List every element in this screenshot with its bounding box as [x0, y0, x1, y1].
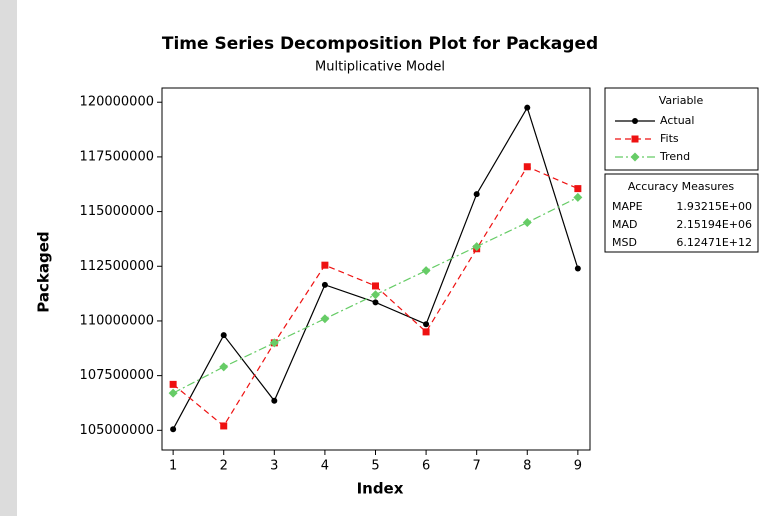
- x-tick-label: 7: [473, 459, 481, 474]
- marker: [474, 191, 480, 197]
- marker: [632, 136, 639, 143]
- legend-label: Fits: [660, 132, 679, 145]
- accuracy-name: MAPE: [612, 200, 643, 213]
- accuracy-value: 2.15194E+06: [676, 218, 752, 231]
- accuracy-value: 6.12471E+12: [676, 236, 752, 249]
- x-axis-label: Index: [357, 480, 404, 498]
- marker: [574, 185, 581, 192]
- marker: [220, 422, 227, 429]
- marker: [632, 118, 638, 124]
- x-tick-label: 9: [574, 459, 582, 474]
- plot-area: [162, 88, 590, 450]
- chart: Time Series Decomposition Plot for Packa…: [0, 0, 770, 516]
- y-tick-label: 105000000: [80, 423, 154, 438]
- side-strip: [0, 0, 17, 516]
- legend-label: Actual: [660, 114, 694, 127]
- chart-title: Time Series Decomposition Plot for Packa…: [162, 34, 598, 54]
- x-tick-label: 6: [422, 459, 430, 474]
- y-axis-label: Packaged: [35, 231, 53, 312]
- x-tick-label: 4: [321, 459, 329, 474]
- marker: [372, 299, 378, 305]
- y-tick-label: 112500000: [80, 259, 154, 274]
- marker: [271, 398, 277, 404]
- chart-subtitle: Multiplicative Model: [315, 60, 445, 75]
- marker: [322, 282, 328, 288]
- marker: [524, 105, 530, 111]
- y-tick-label: 107500000: [80, 368, 154, 383]
- x-tick-label: 2: [220, 459, 228, 474]
- accuracy-title: Accuracy Measures: [628, 180, 734, 193]
- x-tick-label: 1: [169, 459, 177, 474]
- marker: [170, 426, 176, 432]
- marker: [221, 332, 227, 338]
- y-tick-label: 115000000: [80, 204, 154, 219]
- y-tick-label: 117500000: [80, 149, 154, 164]
- marker: [321, 262, 328, 269]
- legend-label: Trend: [659, 150, 690, 163]
- accuracy-name: MAD: [612, 218, 638, 231]
- accuracy-value: 1.93215E+00: [676, 200, 752, 213]
- x-tick-label: 8: [523, 459, 531, 474]
- marker: [170, 381, 177, 388]
- y-tick-label: 110000000: [80, 313, 154, 328]
- marker: [423, 328, 430, 335]
- marker: [423, 321, 429, 327]
- accuracy-name: MSD: [612, 236, 637, 249]
- marker: [575, 265, 581, 271]
- marker: [372, 282, 379, 289]
- marker: [524, 163, 531, 170]
- y-tick-label: 120000000: [80, 95, 154, 110]
- legend-title: Variable: [659, 94, 704, 107]
- x-tick-label: 5: [371, 459, 379, 474]
- x-tick-label: 3: [270, 459, 278, 474]
